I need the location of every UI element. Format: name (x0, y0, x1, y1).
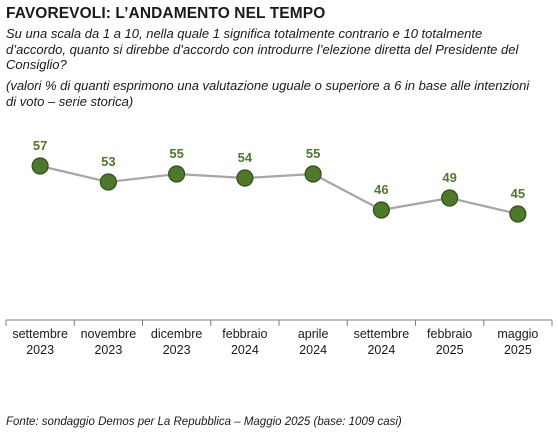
data-label: 49 (442, 170, 456, 185)
x-tick-label-year: 2024 (299, 343, 327, 357)
x-tick-label: novembre 2023 (81, 327, 137, 357)
x-tick-label: febbraio 2024 (222, 327, 267, 357)
x-tick-label: settembre 2023 (12, 327, 68, 357)
data-label: 57 (33, 138, 47, 153)
x-tick-label-month: settembre (354, 327, 410, 341)
x-tick-label: dicembre 2023 (151, 327, 202, 357)
data-label: 53 (101, 154, 115, 169)
data-point (31, 157, 49, 175)
x-tick-label: febbraio 2025 (427, 327, 472, 357)
data-label: 45 (511, 186, 525, 201)
chart-question: Su una scala da 1 a 10, nella quale 1 si… (6, 26, 519, 72)
data-label: 55 (169, 146, 183, 161)
x-tick-label: maggio 2025 (497, 327, 538, 357)
data-point (168, 165, 186, 183)
x-tick-label-month: novembre (81, 327, 137, 341)
x-tick-label-month: febbraio (222, 327, 267, 341)
data-point (372, 201, 390, 219)
data-point (509, 205, 527, 223)
data-point (304, 165, 322, 183)
x-tick-label-month: settembre (12, 327, 68, 341)
data-point (236, 169, 254, 187)
chart-note: (valori % di quanti esprimono una valuta… (6, 78, 530, 109)
source-note: Fonte: sondaggio Demos per La Repubblica… (6, 416, 402, 428)
x-tick-label-year: 2024 (367, 343, 395, 357)
x-tick-label-month: maggio (497, 327, 538, 341)
x-tick-label-year: 2025 (504, 343, 532, 357)
x-tick-label-year: 2024 (231, 343, 259, 357)
series-line (39, 164, 519, 216)
x-tick-label: settembre 2024 (354, 327, 410, 357)
data-label: 55 (306, 146, 320, 161)
data-label: 46 (374, 182, 388, 197)
data-label: 54 (238, 150, 253, 165)
x-tick-label-year: 2025 (436, 343, 464, 357)
x-tick-label-year: 2023 (94, 343, 122, 357)
x-tick-label-year: 2023 (26, 343, 54, 357)
x-tick-label-month: aprile (298, 327, 329, 341)
chart-title: FAVOREVOLI: L’ANDAMENTO NEL TEMPO (6, 5, 326, 22)
data-point (99, 173, 117, 191)
x-tick-label-month: febbraio (427, 327, 472, 341)
x-tick-label-month: dicembre (151, 327, 202, 341)
data-point (441, 189, 459, 207)
x-tick-label: aprile 2024 (298, 327, 329, 357)
x-tick-label-year: 2023 (163, 343, 191, 357)
